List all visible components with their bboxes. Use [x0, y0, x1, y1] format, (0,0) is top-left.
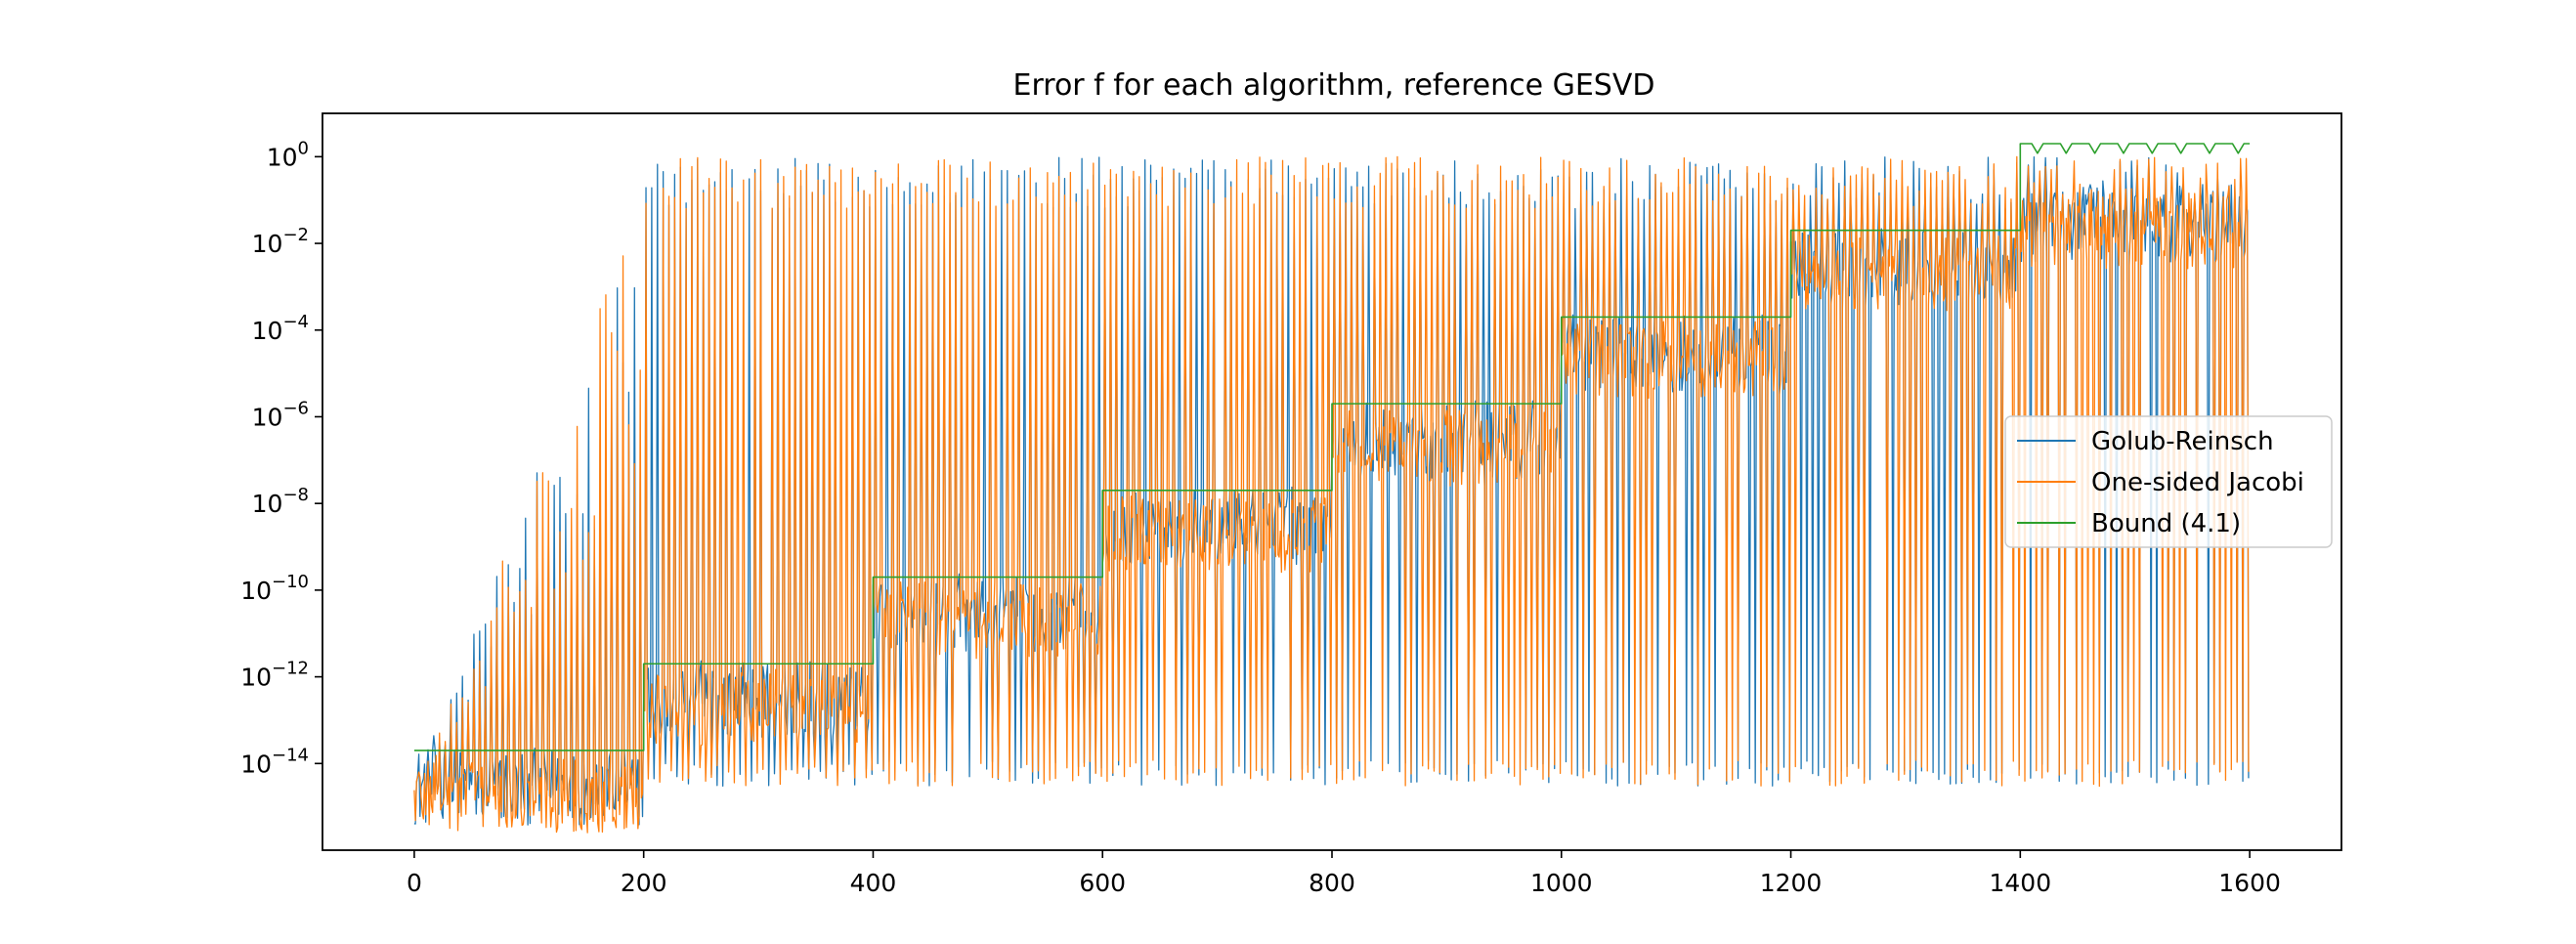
y-tick-label: 10−2 — [252, 225, 309, 258]
x-tick-label: 600 — [1079, 869, 1126, 897]
x-tick-label: 0 — [407, 869, 422, 897]
y-tick-exponent: −10 — [272, 572, 309, 592]
legend: Golub-Reinsch One-sided Jacobi Bound (4.1) — [2004, 415, 2333, 548]
legend-box — [2004, 415, 2333, 548]
legend-label: Bound (4.1) — [2091, 509, 2241, 538]
series-line-one-sided-jacobi — [413, 155, 2250, 834]
x-tick-label: 1600 — [2218, 869, 2281, 897]
y-tick-label: 10−6 — [252, 398, 309, 431]
legend-entry-golub-reinsch: Golub-Reinsch — [2017, 427, 2274, 456]
y-tick-exponent: −6 — [282, 398, 309, 418]
x-tick-label: 400 — [850, 869, 897, 897]
legend-label: One-sided Jacobi — [2091, 468, 2304, 497]
legend-entry-bound: Bound (4.1) — [2017, 509, 2241, 538]
x-tick-label: 200 — [621, 869, 667, 897]
y-tick-exponent: −4 — [282, 312, 309, 332]
chart-title: Error f for each algorithm, reference GE… — [1013, 68, 1655, 103]
legend-label: Golub-Reinsch — [2091, 427, 2274, 456]
y-tick-exponent: −2 — [282, 225, 309, 245]
x-tick-label: 1200 — [1760, 869, 1823, 897]
y-tick-exponent: −12 — [272, 659, 309, 679]
y-tick-exponent: −14 — [272, 745, 309, 765]
legend-entries: Golub-Reinsch One-sided Jacobi Bound (4.1) — [2017, 427, 2304, 538]
x-tick-label: 1400 — [1990, 869, 2052, 897]
x-axis: 0 200 400 600 800 1000 1200 1400 1600 — [407, 850, 2281, 897]
y-tick-exponent: −8 — [282, 485, 309, 505]
y-tick-exponent: 0 — [298, 138, 309, 158]
x-tick-label: 1000 — [1530, 869, 1593, 897]
y-tick-label: 10−4 — [252, 312, 309, 345]
x-tick-label: 800 — [1309, 869, 1355, 897]
series-line-bound — [413, 143, 2251, 751]
series-layer — [413, 143, 2251, 834]
y-tick-label: 10−8 — [252, 485, 309, 518]
legend-entry-one-sided-jacobi: One-sided Jacobi — [2017, 468, 2304, 497]
